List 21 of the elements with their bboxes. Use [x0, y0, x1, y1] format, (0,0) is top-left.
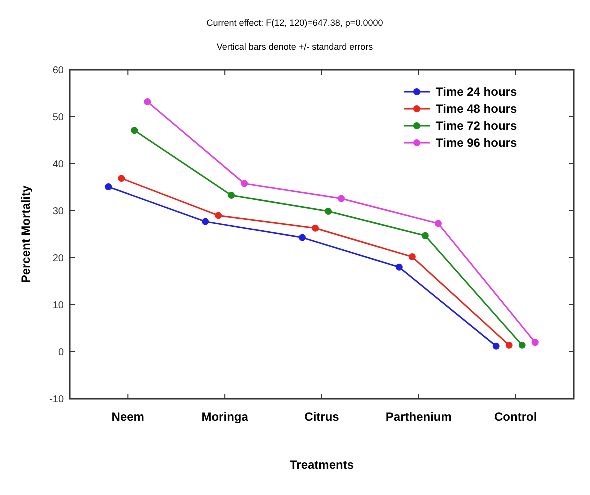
- chart-subtitle: Vertical bars denote +/- standard errors: [216, 42, 374, 52]
- legend-label: Time 24 hours: [436, 85, 518, 99]
- y-tick-label: 40: [52, 160, 64, 170]
- y-tick-label: 20: [52, 254, 64, 264]
- x-tick-label: Control: [494, 410, 538, 424]
- y-tick-label: 10: [52, 300, 64, 312]
- x-tick-label: Moringa: [202, 410, 249, 424]
- y-tick-label: 50: [52, 112, 64, 124]
- x-tick-label: Parthenium: [386, 410, 452, 424]
- y-tick-label: 60: [52, 66, 64, 76]
- y-tick-label: 0: [58, 348, 64, 358]
- legend-label: Time 48 hours: [436, 102, 518, 116]
- chart-title: Current effect: F(12, 120)=647.38, p=0.0000: [206, 18, 384, 28]
- y-tick-label: -10: [50, 394, 64, 406]
- legend-label: Time 96 hours: [436, 136, 518, 150]
- legend-label: Time 72 hours: [436, 119, 518, 133]
- y-axis-title: Percent Mortality: [19, 185, 33, 284]
- x-axis-title: Treatments: [290, 458, 354, 472]
- x-tick-label: Neem: [112, 410, 144, 424]
- x-tick-label: Citrus: [304, 410, 340, 424]
- y-tick-label: 30: [52, 206, 64, 218]
